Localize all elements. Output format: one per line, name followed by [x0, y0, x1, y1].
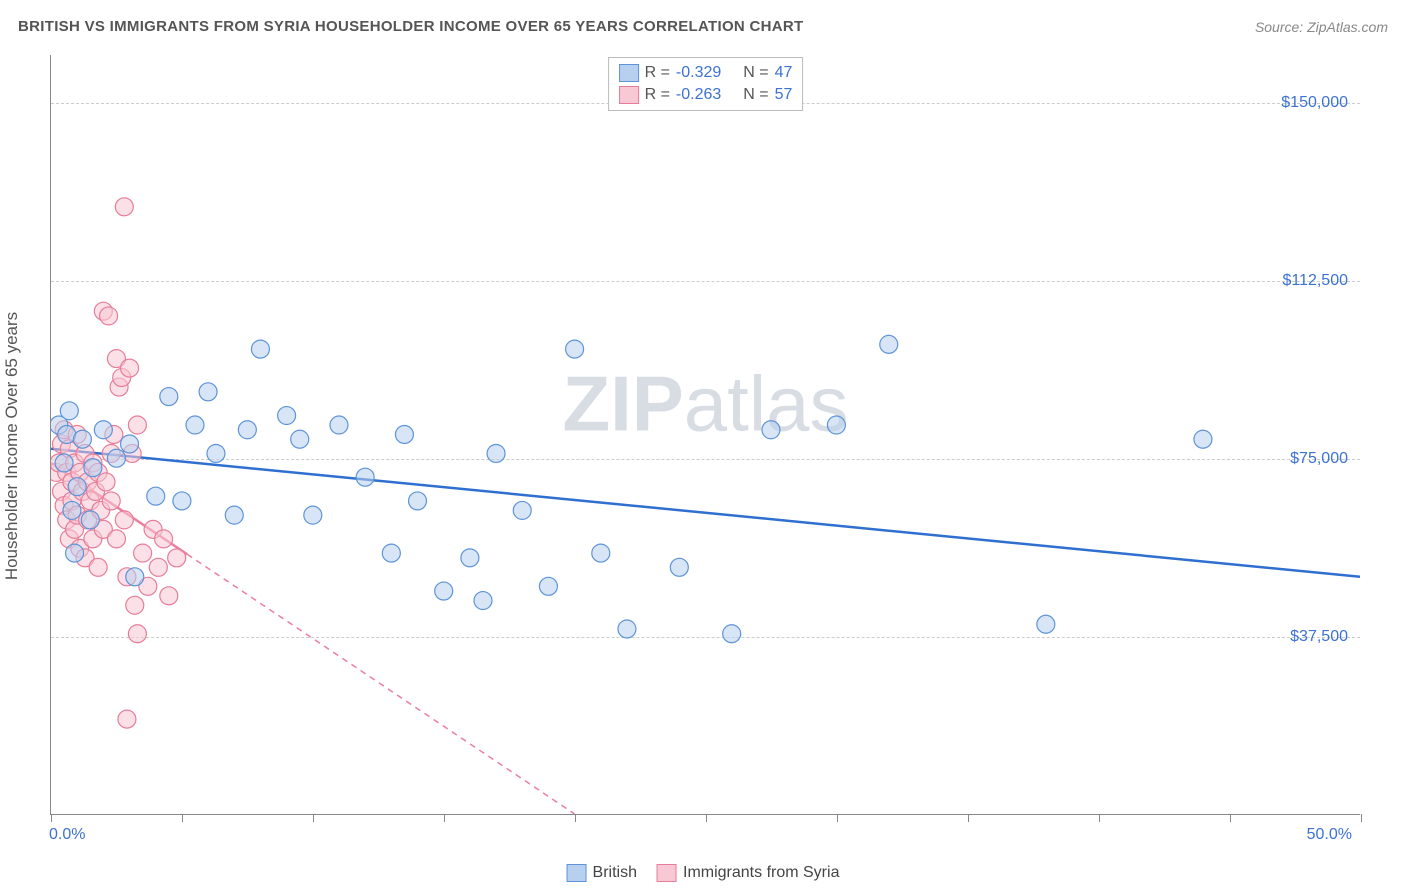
plot-area: ZIPatlas R = -0.329 N = 47 R = -0.263 N …: [50, 55, 1360, 815]
legend-item-series1: British: [567, 864, 637, 882]
chart-title: BRITISH VS IMMIGRANTS FROM SYRIA HOUSEHO…: [18, 18, 804, 35]
scatter-svg: [51, 55, 1360, 814]
n-label-1: N =: [743, 64, 768, 82]
swatch-series2: [619, 86, 639, 104]
legend-label-2: Immigrants from Syria: [683, 864, 839, 882]
legend-swatch-1: [567, 864, 587, 882]
y-axis-label: Householder Income Over 65 years: [2, 312, 22, 580]
n-label-2: N =: [743, 86, 768, 104]
source-label: Source: ZipAtlas.com: [1255, 19, 1388, 35]
bottom-legend: British Immigrants from Syria: [567, 864, 840, 882]
stats-legend: R = -0.329 N = 47 R = -0.263 N = 57: [608, 57, 804, 111]
r-label-2: R =: [645, 86, 670, 104]
r-value-1: -0.329: [676, 64, 721, 82]
legend-item-series2: Immigrants from Syria: [657, 864, 839, 882]
swatch-series1: [619, 64, 639, 82]
stats-row-series2: R = -0.263 N = 57: [619, 84, 793, 106]
n-value-1: 47: [775, 64, 793, 82]
watermark: ZIPatlas: [562, 359, 848, 450]
n-value-2: 57: [775, 86, 793, 104]
r-label-1: R =: [645, 64, 670, 82]
legend-label-1: British: [593, 864, 637, 882]
r-value-2: -0.263: [676, 86, 721, 104]
x-label-start: 0.0%: [49, 826, 85, 844]
stats-row-series1: R = -0.329 N = 47: [619, 62, 793, 84]
x-label-end: 50.0%: [1307, 826, 1352, 844]
legend-swatch-2: [657, 864, 677, 882]
